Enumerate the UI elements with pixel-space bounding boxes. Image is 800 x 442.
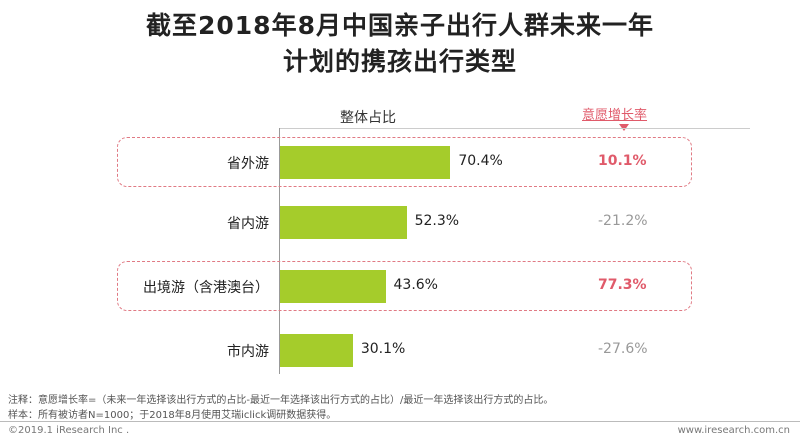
- footer-divider: [0, 421, 800, 422]
- category-label: 市内游: [227, 344, 269, 360]
- category-axis-line: [279, 128, 280, 374]
- bar: [280, 205, 407, 239]
- category-label: 出境游（含港澳台）: [143, 280, 269, 296]
- bar: [280, 145, 451, 179]
- growth-rate-label: -21.2%: [598, 213, 648, 229]
- bar: [280, 269, 386, 303]
- header-divider: [280, 128, 750, 129]
- chart-title-line1: 截至2018年8月中国亲子出行人群未来一年: [146, 11, 654, 40]
- down-triangle-icon: [619, 124, 629, 131]
- chart-title-line2: 计划的携孩出行类型: [282, 47, 517, 76]
- growth-column-header: 意愿增长率: [582, 108, 648, 123]
- footnote-sample: 样本：所有被访者N=1000；于2018年8月使用艾瑞iclick调研数据获得。: [8, 410, 337, 421]
- growth-rate-label: -27.6%: [598, 341, 648, 357]
- category-label: 省内游: [227, 216, 269, 232]
- growth-rate-label: 10.1%: [598, 153, 647, 169]
- website-text: www.iresearch.com.cn: [677, 425, 790, 436]
- value-label: 70.4%: [458, 153, 503, 169]
- value-label: 30.1%: [360, 341, 406, 357]
- value-label: 43.6%: [393, 277, 438, 293]
- share-column-header: 整体占比: [340, 110, 396, 126]
- footnote-definition: 注释：意愿增长率=（未来一年选择该出行方式的占比-最近一年选择该出行方式的占比）…: [8, 395, 554, 406]
- highlight-box: [117, 261, 692, 311]
- bar: [280, 333, 353, 367]
- category-label: 省外游: [227, 156, 269, 172]
- value-label: 52.3%: [414, 213, 460, 229]
- growth-rate-label: 77.3%: [598, 277, 647, 293]
- copyright-text: ©2019.1 iResearch Inc .: [8, 425, 130, 436]
- highlight-box: [117, 137, 692, 187]
